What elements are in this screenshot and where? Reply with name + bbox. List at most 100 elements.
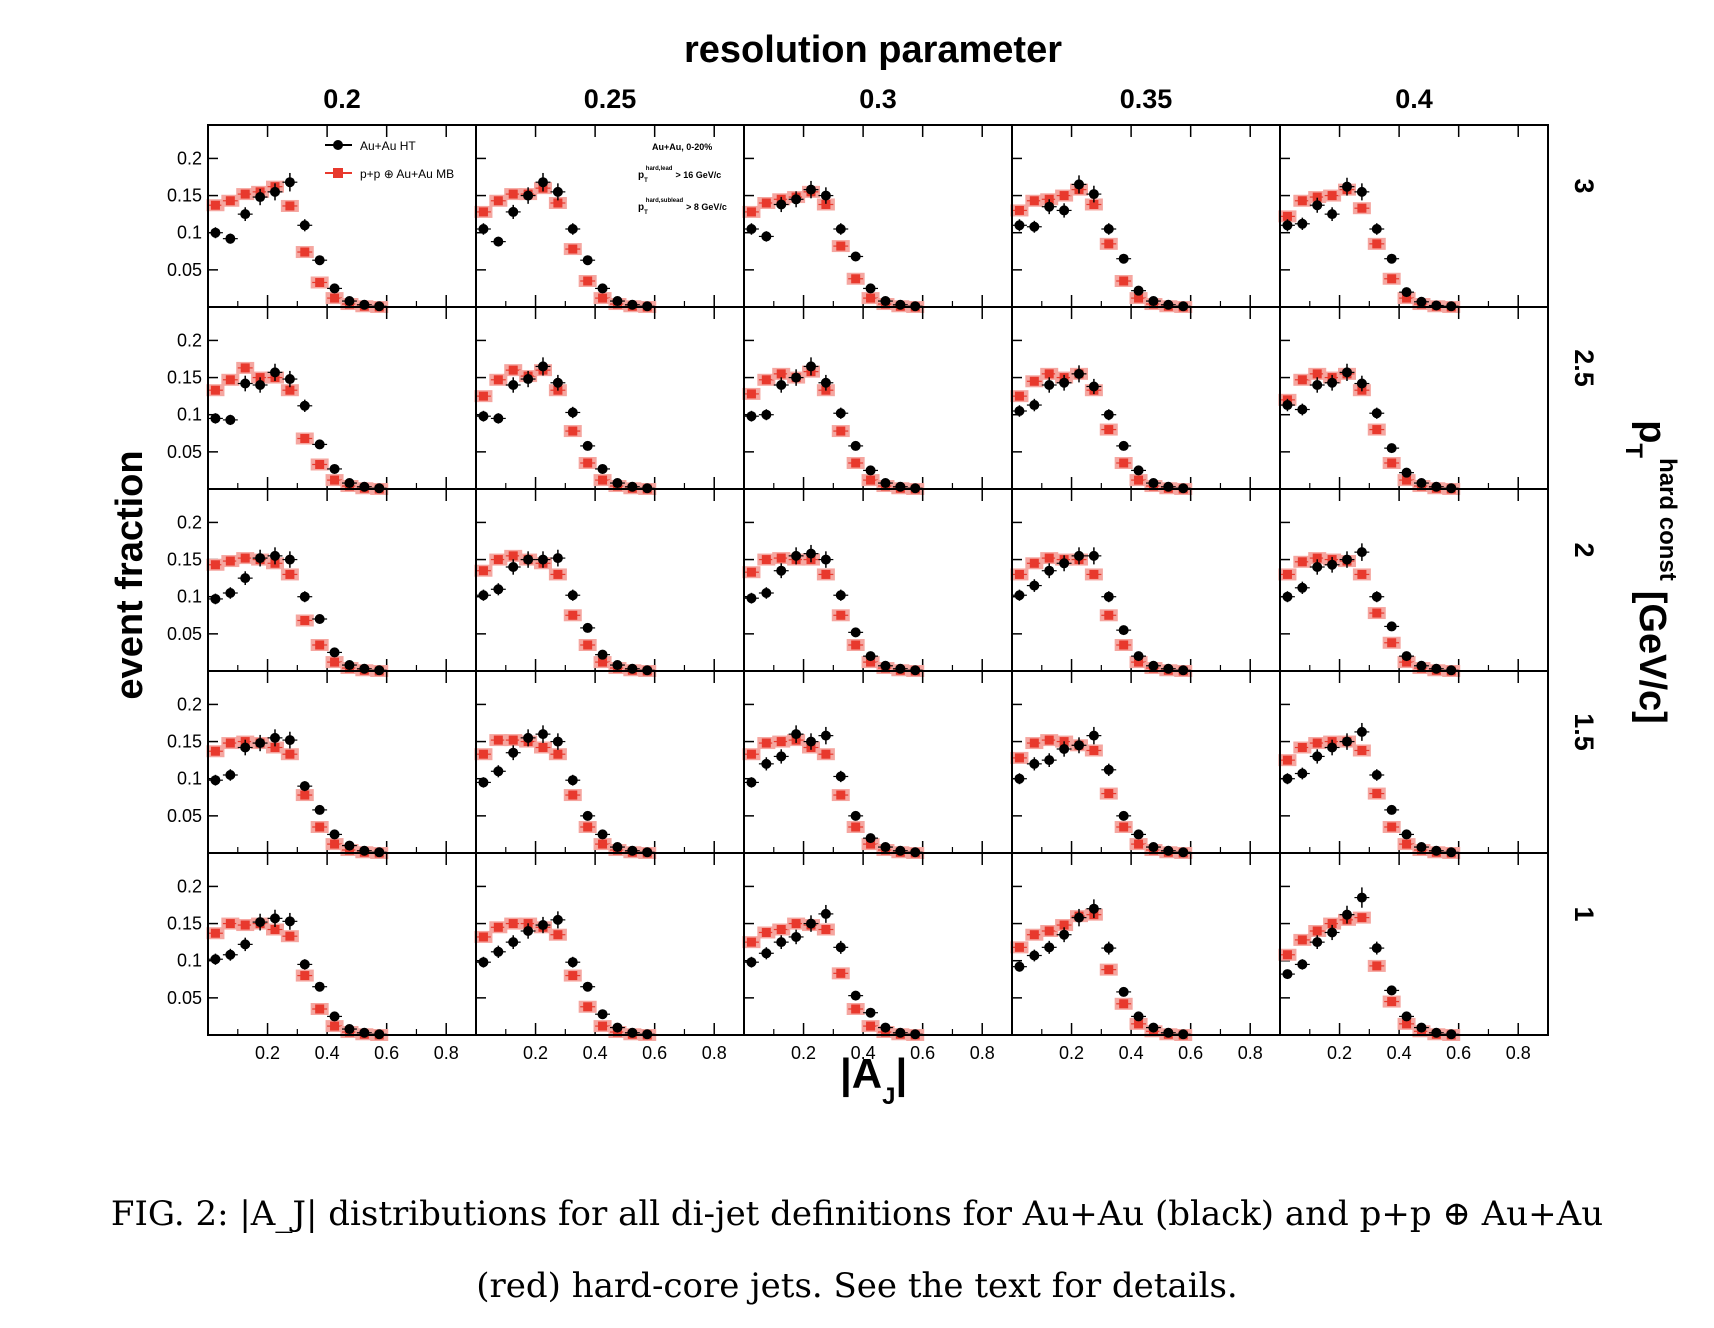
- pp-point: [1089, 569, 1099, 579]
- auau-point: [1371, 408, 1382, 419]
- auau-point: [493, 413, 504, 424]
- figure-caption: FIG. 2: |A_J| distributions for all di-j…: [40, 1178, 1674, 1322]
- pp-point: [1044, 369, 1054, 379]
- auau-point: [240, 742, 251, 753]
- pp-point: [553, 930, 563, 940]
- auau-point: [359, 663, 370, 674]
- y-tick-label: 0.2: [177, 876, 202, 896]
- right-title-unit: [GeV/c]: [1631, 591, 1673, 724]
- auau-point: [478, 411, 489, 422]
- pp-point: [1402, 293, 1412, 303]
- auau-point: [1312, 200, 1323, 211]
- auau-point: [314, 804, 325, 815]
- pp-point: [866, 839, 876, 849]
- auau-point: [1133, 1011, 1144, 1022]
- auau-point: [612, 842, 623, 853]
- auau-point: [538, 361, 548, 372]
- pp-point: [1297, 743, 1307, 753]
- pp-point: [508, 189, 518, 199]
- pp-point: [598, 293, 608, 303]
- auau-point: [1371, 591, 1382, 602]
- auau-point: [478, 224, 489, 234]
- x-axis-title-sub: J: [882, 1083, 895, 1110]
- auau-point: [1297, 959, 1308, 970]
- panel: 0.2 0.4 0.6 0.8: [474, 852, 745, 1063]
- pp-point: [285, 201, 295, 211]
- auau-point: [850, 627, 861, 638]
- panel: 0.05 0.1 0.15 0.2 0.2 0.4 0.6 0.8: [167, 852, 477, 1063]
- auau-point: [329, 1011, 340, 1022]
- pp-point: [776, 737, 786, 747]
- auau-point: [597, 649, 608, 660]
- pp-point: [1282, 569, 1292, 579]
- pp-point: [1029, 558, 1039, 568]
- auau-point: [344, 840, 355, 851]
- auau-point: [1133, 465, 1144, 476]
- annotation-line3-p: p: [638, 202, 644, 213]
- panel: [474, 306, 745, 495]
- auau-point: [523, 554, 534, 565]
- auau-point: [1297, 768, 1308, 779]
- pp-point: [300, 247, 310, 257]
- auau-point: [895, 1027, 906, 1038]
- auau-point: [865, 283, 876, 294]
- auau-point: [225, 770, 236, 780]
- pp-point: [493, 922, 503, 932]
- annotation-line2-sub: T: [644, 178, 648, 184]
- row-labels: 3 2.5 2 1.5 1: [1569, 178, 1599, 921]
- auau-point: [1163, 663, 1174, 674]
- auau-point: [1059, 205, 1070, 216]
- pp-point: [583, 458, 593, 468]
- auau-point: [612, 478, 623, 489]
- auau-point: [523, 732, 534, 743]
- panel-grid: 0.050.10.150.20.050.10.150.20.050.10.150…: [167, 124, 1549, 1063]
- auau-point: [865, 1007, 876, 1018]
- pp-point: [225, 375, 235, 385]
- auau-point: [1327, 559, 1338, 570]
- annotation-line2-sup: hard,lead: [646, 166, 673, 172]
- auau-point: [1401, 287, 1412, 298]
- y-tick-label: 0.15: [167, 368, 202, 388]
- pp-point: [1312, 553, 1322, 563]
- pp-point: [866, 1021, 876, 1031]
- auau-point: [1088, 189, 1099, 200]
- pp-point: [1372, 961, 1382, 971]
- pp-point: [270, 925, 280, 935]
- auau-point: [865, 833, 876, 844]
- auau-point: [255, 738, 266, 749]
- pp-point: [836, 426, 846, 436]
- right-title-sub: T: [1620, 443, 1647, 458]
- auau-point: [776, 937, 787, 948]
- pp-point: [1044, 735, 1054, 745]
- pp-point: [285, 385, 295, 395]
- pp-point: [1119, 822, 1129, 832]
- auau-point: [270, 732, 280, 743]
- x-tick-label: 0.2: [791, 1043, 816, 1063]
- pp-point: [746, 389, 756, 399]
- pp-point: [1402, 1019, 1412, 1029]
- auau-point: [597, 283, 608, 294]
- pp-point: [478, 566, 488, 576]
- pp-point: [1387, 638, 1397, 648]
- y-tick-label: 0.05: [167, 442, 202, 462]
- auau-point: [1029, 221, 1040, 232]
- pp-point: [210, 746, 220, 756]
- auau-point: [552, 377, 563, 388]
- auau-point: [1059, 929, 1070, 940]
- auau-point: [582, 622, 593, 633]
- panel-frame: [1279, 124, 1549, 308]
- auau-point: [820, 190, 831, 201]
- auau-point: [1356, 547, 1367, 558]
- pp-point: [1387, 458, 1397, 468]
- pp-point: [493, 735, 503, 745]
- pp-point: [300, 615, 310, 625]
- y-tick-label: 0.15: [167, 550, 202, 570]
- pp-point: [1312, 192, 1322, 202]
- panel-frame: [1011, 306, 1281, 490]
- auau-point: [299, 220, 310, 231]
- auau-point: [1342, 736, 1352, 747]
- auau-point: [508, 937, 519, 948]
- auau-point: [1431, 663, 1442, 674]
- x-tick-label: 0.2: [255, 1043, 280, 1063]
- auau-point: [225, 233, 236, 244]
